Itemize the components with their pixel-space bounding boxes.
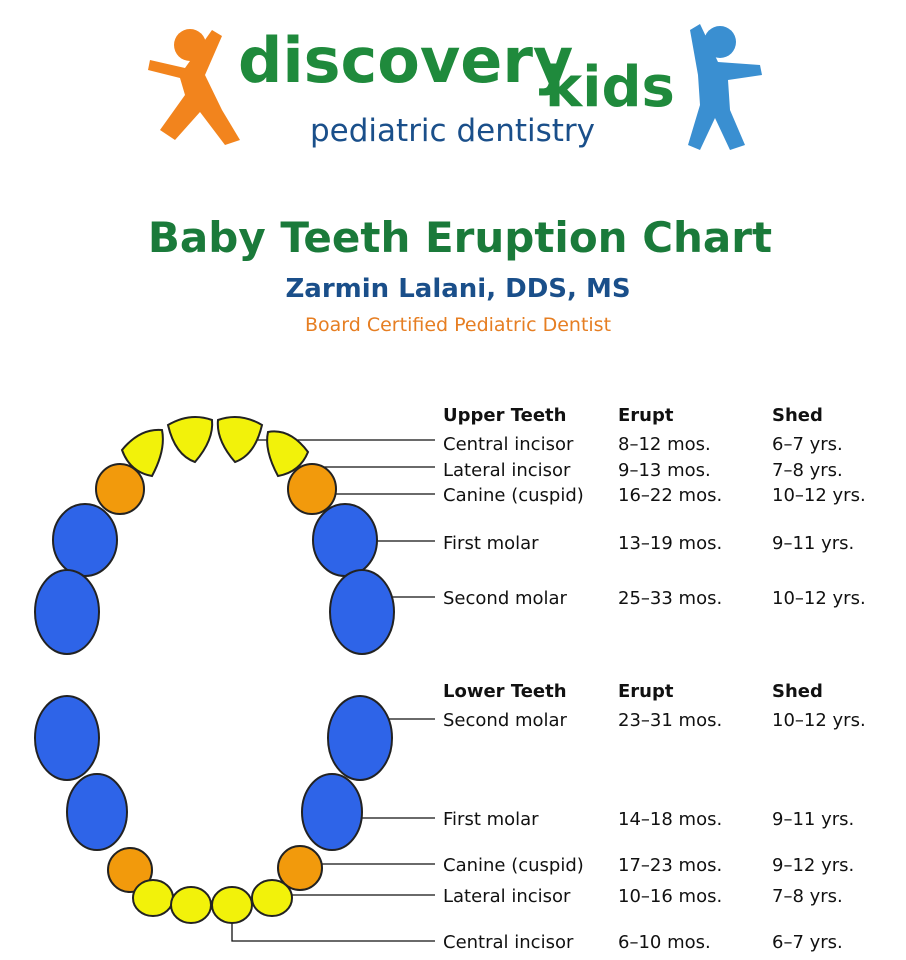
column-header: Erupt xyxy=(618,681,674,702)
table-cell: First molar xyxy=(443,533,539,554)
table-cell: 10–16 mos. xyxy=(618,886,722,907)
table-cell: 23–31 mos. xyxy=(618,710,722,731)
column-header: Lower Teeth xyxy=(443,681,567,702)
column-header: Shed xyxy=(772,405,823,426)
table-cell: 10–12 yrs. xyxy=(772,485,866,506)
table-cell: 10–12 yrs. xyxy=(772,588,866,609)
table-cell: 13–19 mos. xyxy=(618,533,722,554)
title: Baby Teeth Eruption Chart xyxy=(148,213,772,262)
column-header: Upper Teeth xyxy=(443,405,566,426)
table-cell: Lateral incisor xyxy=(443,460,571,481)
logo-figure-right xyxy=(688,24,762,150)
logo-tagline: pediatric dentistry xyxy=(310,113,595,149)
table-cell: Canine (cuspid) xyxy=(443,485,584,506)
table-cell: 9–12 yrs. xyxy=(772,855,854,876)
table-cell: 9–11 yrs. xyxy=(772,533,854,554)
table-cell: 6–7 yrs. xyxy=(772,434,843,455)
table-cell: 7–8 yrs. xyxy=(772,460,843,481)
table-cell: 8–12 mos. xyxy=(618,434,711,455)
table-cell: 9–11 yrs. xyxy=(772,809,854,830)
table-cell: 6–10 mos. xyxy=(618,932,711,953)
table-cell: 17–23 mos. xyxy=(618,855,722,876)
logo: discovery kids pediatric dentistry xyxy=(148,24,762,150)
table-cell: 16–22 mos. xyxy=(618,485,722,506)
table-cell: 14–18 mos. xyxy=(618,809,722,830)
table-cell: 9–13 mos. xyxy=(618,460,711,481)
table-cell: 7–8 yrs. xyxy=(772,886,843,907)
author: Zarmin Lalani, DDS, MS xyxy=(285,274,630,304)
table-cell: Canine (cuspid) xyxy=(443,855,584,876)
table-cell: Second molar xyxy=(443,710,568,731)
table-cell: Central incisor xyxy=(443,434,574,455)
table-cell: Central incisor xyxy=(443,932,574,953)
column-header: Erupt xyxy=(618,405,674,426)
table-cell: Lateral incisor xyxy=(443,886,571,907)
table-cell: First molar xyxy=(443,809,539,830)
logo-figure-left xyxy=(148,29,240,145)
upper-arch xyxy=(34,415,435,655)
logo-word: discovery xyxy=(238,24,573,97)
credential: Board Certified Pediatric Dentist xyxy=(305,314,611,336)
lower-arch xyxy=(34,695,435,942)
column-header: Shed xyxy=(772,681,823,702)
table-cell: 10–12 yrs. xyxy=(772,710,866,731)
table-cell: Second molar xyxy=(443,588,568,609)
table-cell: 25–33 mos. xyxy=(618,588,722,609)
table-cell: 6–7 yrs. xyxy=(772,932,843,953)
logo-word: kids xyxy=(545,55,675,120)
